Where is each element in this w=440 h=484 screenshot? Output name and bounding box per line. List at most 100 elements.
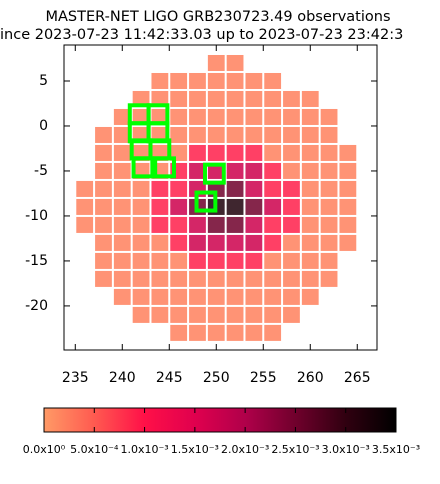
heat-cell xyxy=(170,180,188,197)
heat-cell xyxy=(113,126,131,143)
y-tick-label: 5 xyxy=(39,73,48,89)
heat-cell xyxy=(207,144,225,161)
heat-cell xyxy=(301,126,319,143)
heat-cell xyxy=(170,270,188,287)
heat-cell xyxy=(132,216,150,233)
heat-cell xyxy=(189,270,206,287)
heat-cell xyxy=(301,216,319,233)
heat-cell xyxy=(226,180,244,197)
heat-cell xyxy=(207,72,225,89)
colorbar-tick-label: 5.0x10⁻⁴ xyxy=(70,443,119,456)
heat-cell xyxy=(283,90,300,107)
heat-cell xyxy=(301,108,319,125)
heat-cell xyxy=(339,180,357,197)
heat-cell xyxy=(189,126,206,143)
heat-cell xyxy=(207,54,225,71)
heat-cell xyxy=(264,324,282,341)
heat-cell xyxy=(113,180,131,197)
heat-cell xyxy=(283,144,300,161)
heat-cell xyxy=(226,216,244,233)
heat-cell xyxy=(170,216,188,233)
heat-cell xyxy=(95,126,112,143)
heat-cell xyxy=(151,270,169,287)
y-tick-label: -15 xyxy=(25,253,48,269)
heat-cell xyxy=(264,180,282,197)
heat-cell xyxy=(132,90,150,107)
heat-cell xyxy=(245,270,263,287)
heat-cell xyxy=(113,288,131,305)
heat-cell xyxy=(76,198,94,215)
heat-cell xyxy=(264,108,282,125)
heat-cell xyxy=(95,198,112,215)
heat-cell xyxy=(113,198,131,215)
heat-cell xyxy=(320,234,338,251)
heat-cell xyxy=(301,180,319,197)
heat-cell xyxy=(189,234,206,251)
field xyxy=(194,190,218,213)
heat-cell xyxy=(245,216,263,233)
heat-cell xyxy=(151,306,169,323)
heat-cell xyxy=(189,324,206,341)
x-tick-label: 260 xyxy=(297,370,324,386)
heat-cell xyxy=(95,270,112,287)
heat-cell xyxy=(226,54,244,71)
heat-cell xyxy=(283,306,300,323)
heat-cell xyxy=(170,126,188,143)
heat-cell xyxy=(245,252,263,269)
heat-cell xyxy=(264,288,282,305)
heat-cell xyxy=(170,288,188,305)
heat-cell xyxy=(301,90,319,107)
x-tick-label: 235 xyxy=(62,370,89,386)
heat-cell xyxy=(264,126,282,143)
heat-cell xyxy=(339,198,357,215)
colorbar-tick-label: 1.0x10⁻³ xyxy=(120,443,168,456)
heat-cell xyxy=(226,144,244,161)
heat-cell xyxy=(170,252,188,269)
heat-cell xyxy=(226,324,244,341)
heat-cell xyxy=(226,108,244,125)
heat-cell xyxy=(207,108,225,125)
heat-cell xyxy=(113,252,131,269)
colorbar-tick-label: 2.5x10⁻³ xyxy=(271,443,319,456)
heat-cell xyxy=(226,162,244,179)
colorbar-tick-label: 0.0x10⁰ xyxy=(23,443,66,456)
heat-cell xyxy=(320,270,338,287)
heat-cell xyxy=(320,108,338,125)
heat-cell xyxy=(207,252,225,269)
heat-cell xyxy=(245,324,263,341)
heat-cell xyxy=(207,270,225,287)
heat-cell xyxy=(283,270,300,287)
heat-cell xyxy=(113,216,131,233)
x-tick-label: 265 xyxy=(344,370,371,386)
heat-cell xyxy=(283,180,300,197)
heat-cell xyxy=(226,252,244,269)
heat-cell xyxy=(207,90,225,107)
heat-cell xyxy=(245,126,263,143)
heat-cell xyxy=(207,288,225,305)
y-tick-label: -20 xyxy=(25,298,48,314)
heat-cell xyxy=(170,72,188,89)
heat-cell xyxy=(189,72,206,89)
heat-cell xyxy=(207,324,225,341)
x-tick-label: 250 xyxy=(203,370,230,386)
heat-cell xyxy=(132,306,150,323)
colorbar-tick-label: 2.0x10⁻³ xyxy=(221,443,269,456)
heat-cell xyxy=(132,198,150,215)
chart-subtitle: ince 2023-07-23 11:42:33.03 up to 2023-0… xyxy=(0,27,403,43)
y-tick-label: -5 xyxy=(34,163,48,179)
heat-cell xyxy=(226,270,244,287)
heat-cell xyxy=(207,306,225,323)
y-tick-label: -10 xyxy=(25,208,48,224)
heat-cell xyxy=(189,252,206,269)
heat-cell xyxy=(301,144,319,161)
heat-cell xyxy=(95,162,112,179)
heat-cell xyxy=(189,162,206,179)
field xyxy=(202,162,226,185)
heat-cell xyxy=(151,90,169,107)
heat-cell xyxy=(170,234,188,251)
y-tick-label: 0 xyxy=(39,118,48,134)
heat-cell xyxy=(283,108,300,125)
heat-cell xyxy=(151,180,169,197)
